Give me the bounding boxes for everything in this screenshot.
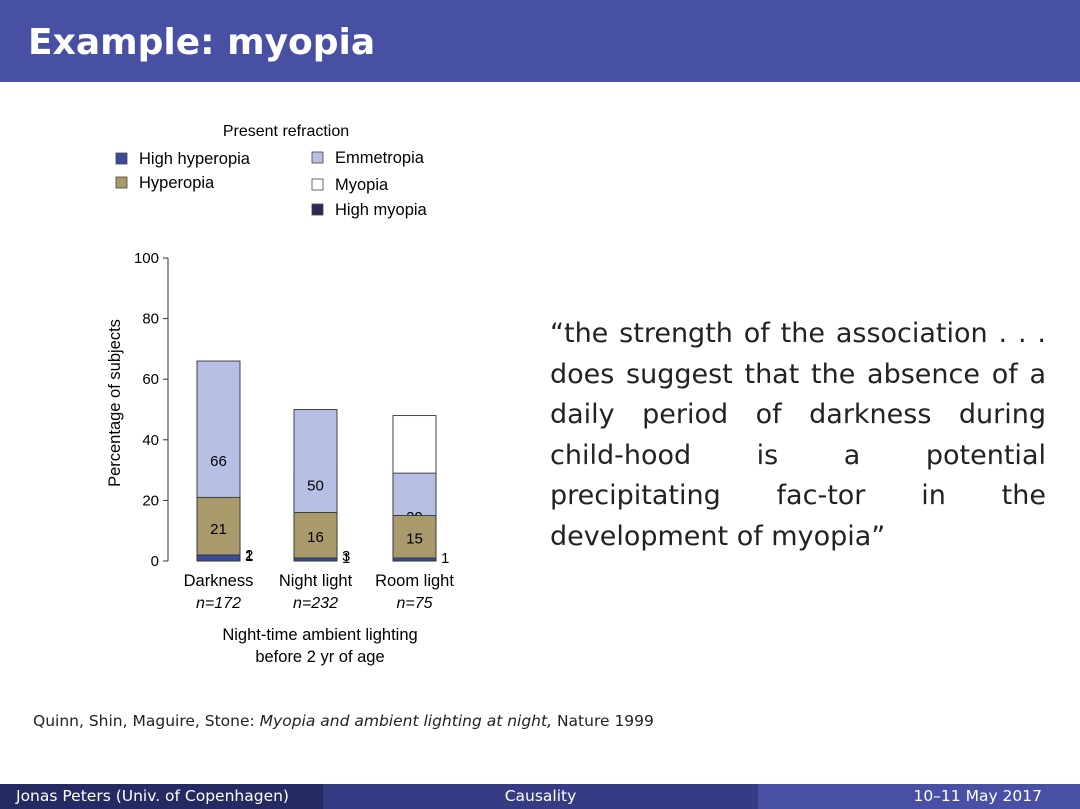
legend-label-high-hyperopia: High hyperopia bbox=[139, 150, 251, 168]
legend-swatch-myopia bbox=[311, 178, 324, 191]
x-tick-label-night-light: Night light bbox=[279, 572, 353, 590]
footer-title: Causality bbox=[323, 784, 758, 809]
citation-title: Myopia and ambient lighting at night, bbox=[259, 712, 553, 730]
x-axis-label-line2: before 2 yr of age bbox=[255, 648, 384, 666]
citation-venue: Nature 1999 bbox=[556, 712, 654, 730]
legend-label-myopia: Myopia bbox=[335, 176, 389, 194]
chart-axes: 0 20 40 60 80 100 bbox=[134, 250, 169, 570]
bar-darkness-hyperopia bbox=[196, 496, 241, 562]
legend-label-emmetropia: Emmetropia bbox=[335, 149, 425, 167]
legend-title: Present refraction bbox=[223, 123, 349, 140]
bar-night-light-high-hyperopia bbox=[293, 557, 338, 562]
bar-value-night-light-high-hyperopia: 1 bbox=[342, 550, 350, 567]
stacked-bar-chart: Present refraction High hyperopia Hyperop… bbox=[106, 123, 454, 666]
legend-swatch-high-hyperopia bbox=[115, 152, 128, 165]
legend-swatch-emmetropia bbox=[311, 151, 324, 164]
bar-darkness-high-hyperopia bbox=[196, 554, 241, 562]
bar-value-darkness-emmetropia: 66 bbox=[210, 453, 227, 470]
x-tick-label-darkness: Darkness bbox=[184, 572, 254, 590]
bar-value-night-light-hyperopia: 16 bbox=[307, 529, 324, 546]
bar-value-room-light-hyperopia: 15 bbox=[406, 530, 423, 547]
chart-bars: 1966212Darknessn=17233150161Night lightn… bbox=[184, 360, 454, 612]
slide-title: Example: myopia bbox=[28, 22, 376, 63]
footer-date: 10–11 May 2017 bbox=[758, 784, 1080, 809]
y-tick-label-40: 40 bbox=[142, 432, 159, 449]
y-tick-label-80: 80 bbox=[142, 311, 159, 328]
bar-room-light-hyperopia bbox=[392, 515, 437, 562]
bar-value-night-light-high-myopia: 3 bbox=[342, 548, 350, 565]
chart-legend: High hyperopia Hyperopia Emmetropia Myopia H… bbox=[115, 149, 428, 219]
y-tick-label-100: 100 bbox=[134, 250, 159, 267]
legend-swatch-hyperopia bbox=[115, 176, 128, 189]
x-n-label-darkness: n=172 bbox=[196, 595, 241, 612]
y-axis-label: Percentage of subjects bbox=[106, 319, 124, 487]
y-tick-label-20: 20 bbox=[142, 492, 159, 509]
x-tick-label-room-light: Room light bbox=[375, 572, 454, 590]
legend-swatch-high-myopia bbox=[311, 203, 324, 216]
footer-bar: Jonas Peters (Univ. of Copenhagen) Causa… bbox=[0, 784, 1080, 809]
citation: Quinn, Shin, Maguire, Stone: Myopia and … bbox=[33, 712, 654, 730]
bar-value-night-light-emmetropia: 50 bbox=[307, 477, 324, 494]
x-n-label-night-light: n=232 bbox=[293, 595, 338, 612]
legend-label-high-myopia: High myopia bbox=[335, 201, 428, 219]
slide-header: Example: myopia bbox=[0, 0, 1080, 82]
bar-value-darkness-hyperopia: 21 bbox=[210, 521, 227, 538]
bar-value-darkness-high-hyperopia: 2 bbox=[245, 547, 253, 564]
citation-authors: Quinn, Shin, Maguire, Stone: bbox=[33, 712, 255, 730]
footer-author: Jonas Peters (Univ. of Copenhagen) bbox=[0, 784, 323, 809]
y-tick-label-0: 0 bbox=[151, 553, 159, 570]
quote-text: “the strength of the association . . . d… bbox=[550, 318, 1046, 552]
legend-label-hyperopia: Hyperopia bbox=[139, 174, 215, 192]
y-tick-label-60: 60 bbox=[142, 371, 159, 388]
x-n-label-room-light: n=75 bbox=[396, 595, 432, 612]
x-axis-label-line1: Night-time ambient lighting bbox=[222, 626, 417, 644]
bar-value-darkness-high-myopia: 1 bbox=[245, 548, 253, 565]
bar-room-light-high-hyperopia bbox=[392, 557, 437, 562]
bar-value-room-light-high-hyperopia: 1 bbox=[441, 550, 449, 567]
